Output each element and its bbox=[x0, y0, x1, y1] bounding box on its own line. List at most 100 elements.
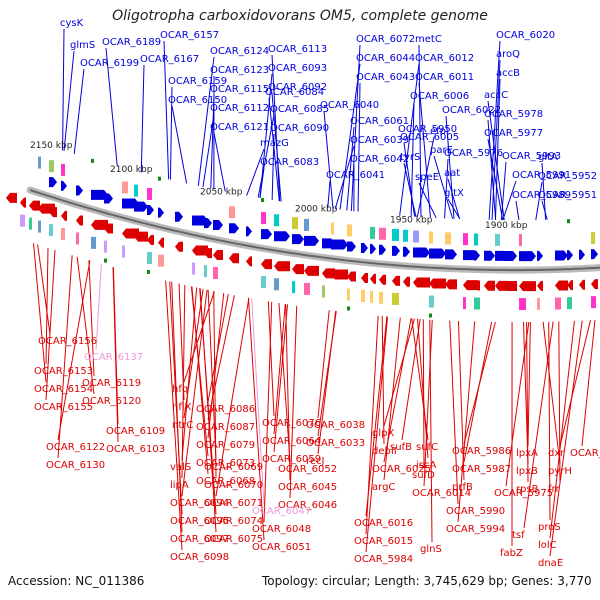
forward-gene-label: OCAR_6039 bbox=[350, 135, 409, 146]
reverse-callout-line bbox=[381, 316, 385, 445]
forward-callout-line bbox=[259, 167, 265, 198]
reverse-gene-label: OCAR_6137 bbox=[84, 352, 143, 363]
functional-band bbox=[519, 298, 526, 311]
genome-summary-text: Topology: circular; Length: 3,745,629 bp… bbox=[262, 574, 592, 588]
forward-gene-label: OCAR_6167 bbox=[140, 54, 199, 65]
forward-gene-arrow bbox=[379, 244, 386, 255]
reverse-gene-label: OCAR_6047 bbox=[252, 506, 311, 517]
functional-band bbox=[147, 251, 152, 264]
forward-gene-label: OCAR_6006 bbox=[410, 91, 469, 102]
forward-gene-label: OCAR_5951 bbox=[538, 190, 597, 201]
reverse-gene-label: pyrH bbox=[548, 466, 572, 477]
forward-callout-line bbox=[63, 50, 75, 151]
forward-gene-arrow bbox=[347, 241, 356, 252]
reverse-gene-arrow bbox=[347, 271, 356, 282]
reverse-gene-label: OCAR_5994 bbox=[446, 524, 505, 535]
reverse-gene-label: OCAR_6079 bbox=[196, 440, 255, 451]
forward-gene-label: speE bbox=[415, 172, 439, 183]
reverse-callout-line bbox=[365, 316, 388, 517]
forward-gene-label: OCAR_6044 bbox=[356, 53, 415, 64]
functional-band bbox=[261, 276, 266, 289]
reverse-callout-lines bbox=[33, 243, 596, 557]
forward-callout-line bbox=[213, 132, 226, 192]
reverse-gene-label: OCAR_6130 bbox=[46, 460, 105, 471]
reverse-gene-arrow bbox=[261, 259, 272, 270]
reverse-callout-line bbox=[549, 320, 575, 539]
reverse-gene-arrow bbox=[429, 278, 446, 289]
forward-gene-label: mazG bbox=[260, 138, 289, 149]
reverse-gene-arrow bbox=[463, 280, 478, 291]
forward-gene-label: OCAR_6189 bbox=[102, 37, 161, 48]
forward-gene-label: OCAR_6084 bbox=[265, 87, 324, 98]
reverse-gene-arrow bbox=[567, 280, 573, 291]
reverse-gene-label: dxr bbox=[548, 448, 565, 459]
reverse-gene-arrow bbox=[322, 268, 335, 279]
reverse-gene-arrow bbox=[370, 273, 376, 284]
forward-gene-label: OCAR_5991 bbox=[512, 170, 571, 181]
reverse-callout-line bbox=[526, 322, 529, 483]
kbp-tick-label: 2050 kbp bbox=[200, 187, 243, 197]
forward-gene-arrow bbox=[591, 249, 598, 260]
reverse-callout-line bbox=[273, 304, 286, 435]
reverse-gene-label: OCAR_6016 bbox=[354, 518, 413, 529]
forward-callout-line bbox=[418, 44, 422, 218]
forward-gene-label: accB bbox=[496, 68, 520, 79]
forward-callout-line bbox=[210, 94, 215, 189]
reverse-callout-line bbox=[457, 320, 465, 481]
map-title: Oligotropha carboxidovorans OM5, complet… bbox=[112, 8, 488, 24]
reverse-callout-line bbox=[215, 297, 250, 497]
reverse-callout-line bbox=[207, 289, 217, 461]
reverse-gene-arrow bbox=[474, 280, 480, 291]
forward-gene-label: OCAR_6115 bbox=[210, 84, 269, 95]
reverse-gene-arrow bbox=[331, 269, 348, 280]
forward-callout-line bbox=[171, 105, 188, 184]
forward-gene-arrow bbox=[537, 250, 543, 261]
reverse-gene-arrow bbox=[175, 241, 183, 252]
forward-callout-line bbox=[447, 178, 461, 220]
forward-gene-label: gltA bbox=[538, 152, 558, 163]
forward-callout-line bbox=[403, 162, 417, 217]
reverse-gene-label: recJ bbox=[306, 456, 325, 467]
rna-marker bbox=[347, 306, 350, 311]
functional-band bbox=[392, 292, 399, 305]
forward-gene-label: OCAR_6041 bbox=[326, 170, 385, 181]
forward-gene-label: OCAR_6085 bbox=[270, 104, 329, 115]
reverse-callout-line bbox=[285, 304, 291, 481]
reverse-gene-arrow bbox=[76, 215, 83, 226]
forward-gene-label: OCAR_6090 bbox=[270, 123, 329, 134]
reverse-gene-arrow bbox=[229, 253, 239, 264]
forward-gene-label: OCAR_5952 bbox=[538, 171, 597, 182]
rna-marker bbox=[158, 176, 161, 181]
forward-callout-line bbox=[399, 63, 420, 216]
reverse-gene-label: glpX bbox=[372, 428, 394, 439]
functional-band bbox=[591, 296, 596, 309]
functional-band bbox=[158, 254, 164, 267]
forward-callout-line bbox=[197, 56, 215, 186]
functional-band bbox=[370, 290, 373, 303]
reverse-gene-arrow bbox=[104, 223, 113, 234]
reverse-gene-label: OCAR_6068 bbox=[196, 476, 255, 487]
reverse-callout-line bbox=[278, 303, 291, 463]
forward-callout-line bbox=[535, 181, 543, 221]
functional-band bbox=[49, 224, 53, 237]
forward-gene-arrow bbox=[229, 223, 239, 234]
reverse-gene-label: lolC bbox=[538, 540, 557, 551]
reverse-callout-line bbox=[549, 320, 583, 557]
forward-gene-label: tyrS bbox=[400, 152, 420, 163]
forward-gene-arrow bbox=[104, 193, 113, 204]
reverse-gene-arrow bbox=[6, 192, 17, 203]
reverse-callout-line bbox=[449, 320, 459, 505]
reverse-gene-arrow bbox=[292, 264, 304, 275]
reverse-gene-label: OCAR_6070 bbox=[204, 480, 263, 491]
reverse-gene-label: OCAR_6046 bbox=[278, 500, 337, 511]
forward-callout-line bbox=[502, 180, 517, 221]
reverse-gene-label: frr bbox=[548, 484, 560, 495]
functional-band bbox=[379, 291, 383, 304]
reverse-gene-arrow bbox=[29, 200, 40, 211]
reverse-gene-label: OCAR_5954 bbox=[570, 448, 600, 459]
reverse-callout-line bbox=[57, 260, 91, 441]
forward-callout-line bbox=[202, 113, 215, 187]
reverse-gene-label: glnS bbox=[420, 544, 442, 555]
reverse-gene-label: sufC bbox=[416, 442, 438, 453]
rna-marker bbox=[104, 258, 107, 263]
